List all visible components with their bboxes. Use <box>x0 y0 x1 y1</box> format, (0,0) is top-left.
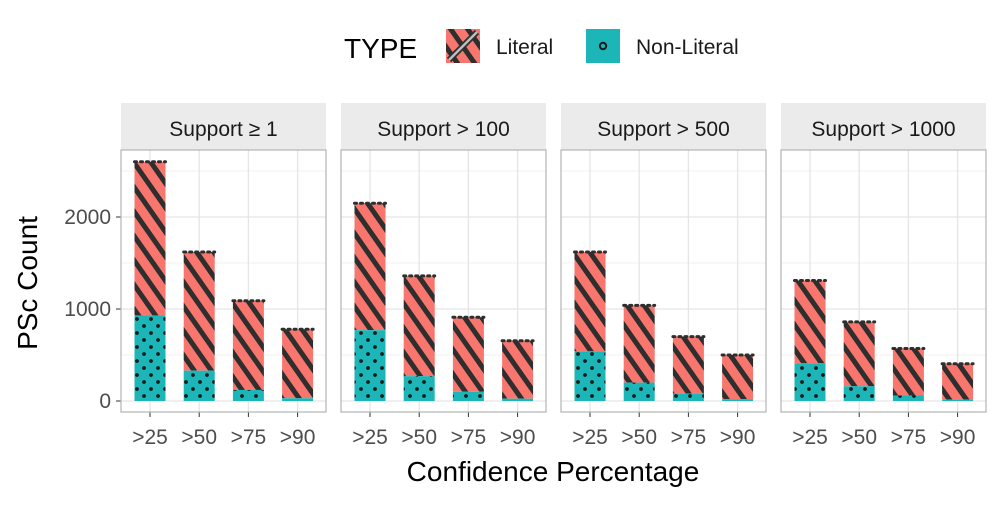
x-tick-label: >25 <box>792 426 828 449</box>
facet-strip <box>561 103 766 150</box>
bar-non-literal <box>942 399 974 401</box>
x-tick-label: >25 <box>132 426 168 449</box>
x-axis-title: Confidence Percentage <box>407 456 700 487</box>
x-tick-label: >25 <box>572 426 608 449</box>
panel-border <box>560 149 767 413</box>
bar-non-literal <box>354 330 386 401</box>
bar-non-literal <box>892 395 924 401</box>
bar-non-literal <box>452 391 484 401</box>
bar-non-literal <box>403 376 435 401</box>
x-tick-label: >90 <box>720 426 756 449</box>
bar-non-literal <box>574 351 606 401</box>
x-tick-label: >50 <box>621 426 657 449</box>
legend-title: TYPE <box>344 33 417 64</box>
bar-literal <box>282 329 314 399</box>
y-axis-title: PSc Count <box>12 216 43 350</box>
facet-title: Support ≥ 1 <box>169 118 277 141</box>
y-ticks <box>116 216 121 402</box>
bar-literal <box>672 336 704 394</box>
bar-non-literal <box>794 363 826 401</box>
bar-literal <box>502 340 534 399</box>
x-tick-label: >90 <box>280 426 316 449</box>
bar-literal <box>183 251 215 371</box>
y-tick-label: 1000 <box>64 298 111 321</box>
facet-panel: Support ≥ 1 >25 >50 >75 >90 <box>120 103 327 449</box>
bar-non-literal <box>232 389 264 401</box>
bar-literal <box>134 161 166 316</box>
facets: Support ≥ 1 >25 >50 >75 >90 Support > 100 >25 >… <box>120 103 987 449</box>
legend-label-non-literal: Non-Literal <box>636 36 739 59</box>
bar-literal <box>354 203 386 331</box>
x-tick-label: >75 <box>451 426 487 449</box>
x-tick-label: >90 <box>500 426 536 449</box>
bar-literal <box>403 275 435 377</box>
bar-literal <box>942 363 974 400</box>
y-tick-label: 0 <box>99 390 111 413</box>
x-tick-label: >75 <box>231 426 267 449</box>
facet-strip <box>341 103 546 150</box>
bar-literal <box>843 321 875 387</box>
legend-label-literal: Literal <box>496 36 553 59</box>
bar-literal <box>574 251 606 352</box>
facet-strip <box>121 103 326 150</box>
facet-strip <box>781 103 986 150</box>
bar-non-literal <box>672 393 704 401</box>
bar-non-literal <box>134 315 166 401</box>
x-tick-label: >50 <box>401 426 437 449</box>
bar-literal <box>623 305 655 383</box>
panel-border <box>780 149 987 413</box>
y-tick-label: 2000 <box>64 206 111 229</box>
bar-literal <box>892 348 924 396</box>
bar-literal <box>722 355 754 400</box>
x-tick-label: >50 <box>181 426 217 449</box>
bar-non-literal <box>502 398 534 401</box>
bar-non-literal <box>282 398 314 401</box>
bar-non-literal <box>722 399 754 401</box>
legend-key-non-literal <box>586 29 620 63</box>
bar-literal <box>232 300 264 390</box>
x-tick-label: >75 <box>671 426 707 449</box>
bar-non-literal <box>623 382 655 401</box>
facet-title: Support > 1000 <box>811 118 955 141</box>
x-tick-label: >25 <box>352 426 388 449</box>
facet-title: Support > 500 <box>597 118 730 141</box>
bar-literal <box>452 317 484 392</box>
panel-border <box>120 149 327 413</box>
bar-non-literal <box>843 386 875 401</box>
legend: TYPE Literal Non-Literal <box>344 29 739 64</box>
legend-key-literal <box>446 29 480 63</box>
panel-border <box>340 149 547 413</box>
x-tick-label: >50 <box>841 426 877 449</box>
x-tick-label: >90 <box>940 426 976 449</box>
bar-non-literal <box>183 370 215 401</box>
facet-panel: Support > 100 >25 >50 >75 >90 <box>340 103 547 449</box>
bar-literal <box>794 280 826 364</box>
facet-panel: Support > 500 >25 >50 >75 >90 <box>560 103 767 449</box>
facet-title: Support > 100 <box>377 118 510 141</box>
y-tick-labels: 0 1000 2000 <box>64 206 111 413</box>
facet-panel: Support > 1000 >25 >50 >75 >90 <box>780 103 987 449</box>
x-tick-label: >75 <box>891 426 927 449</box>
